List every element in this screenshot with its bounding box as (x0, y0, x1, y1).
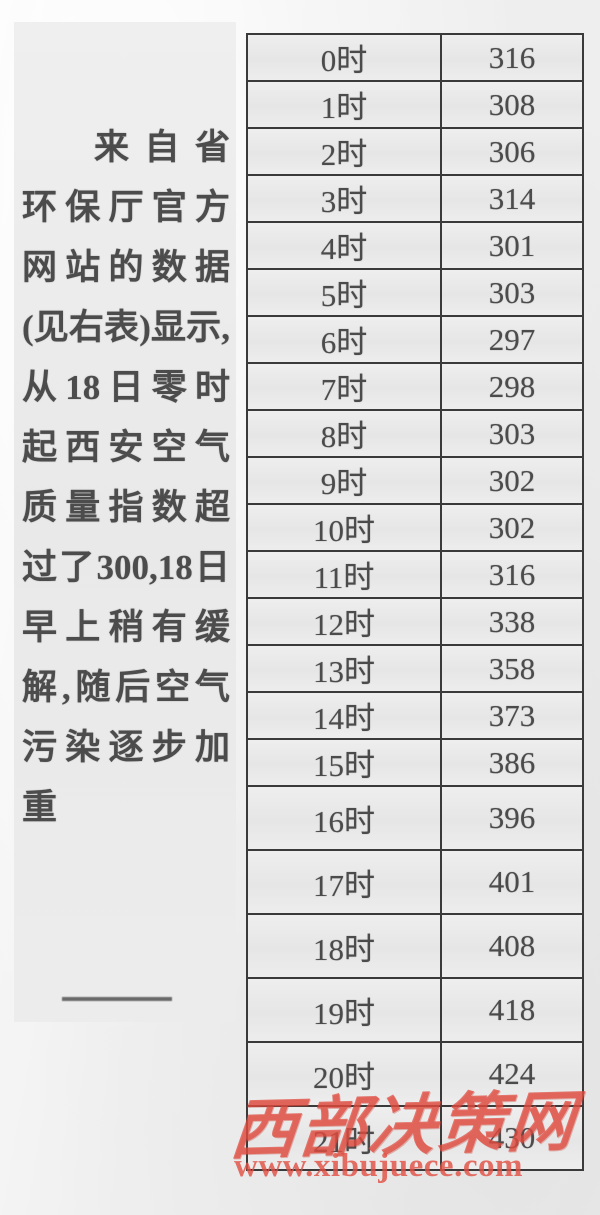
article-paragraph: 来自省环保厅官方网站的数据(见右表)显示,从18日零时起西安空气质量指数超过了3… (22, 128, 230, 827)
table-row: 2时 306 (246, 127, 584, 176)
article-column: 来自省环保厅官方网站的数据(见右表)显示,从18日零时起西安空气质量指数超过了3… (14, 22, 236, 1022)
table-row: 0时 316 (246, 33, 584, 82)
cell-hour: 13时 (246, 644, 442, 693)
cell-aqi-value: 338 (440, 597, 584, 646)
cell-hour: 11时 (246, 550, 442, 599)
cell-aqi-value: 297 (440, 315, 584, 364)
aqi-table-body: 0时 316 1时 308 2时 306 3时 314 4时 301 5时 303 6时 297 7时 298… (246, 33, 584, 1171)
table-row: 21时 430 (246, 1105, 584, 1171)
table-row: 3时 314 (246, 174, 584, 223)
table-row: 12时 338 (246, 597, 584, 646)
cell-aqi-value: 373 (440, 691, 584, 740)
cell-hour: 7时 (246, 362, 442, 411)
cell-hour: 19时 (246, 977, 442, 1043)
table-row: 4时 301 (246, 221, 584, 270)
cell-hour: 12时 (246, 597, 442, 646)
cell-aqi-value: 314 (440, 174, 584, 223)
table-row: 18时 408 (246, 913, 584, 979)
table-row: 1时 308 (246, 80, 584, 129)
article-em-dash (62, 997, 172, 1001)
cell-aqi-value: 316 (440, 550, 584, 599)
cell-aqi-value: 316 (440, 33, 584, 82)
cell-aqi-value: 298 (440, 362, 584, 411)
cell-hour: 20时 (246, 1041, 442, 1107)
cell-aqi-value: 301 (440, 221, 584, 270)
cell-hour: 0时 (246, 33, 442, 82)
cell-aqi-value: 424 (440, 1041, 584, 1107)
cell-aqi-value: 386 (440, 738, 584, 787)
cell-aqi-value: 303 (440, 268, 584, 317)
cell-aqi-value: 303 (440, 409, 584, 458)
table-row: 5时 303 (246, 268, 584, 317)
table-row: 8时 303 (246, 409, 584, 458)
table-row: 10时 302 (246, 503, 584, 552)
cell-hour: 14时 (246, 691, 442, 740)
table-row: 15时 386 (246, 738, 584, 787)
table-row: 9时 302 (246, 456, 584, 505)
cell-aqi-value: 306 (440, 127, 584, 176)
cell-hour: 17时 (246, 849, 442, 915)
cell-hour: 18时 (246, 913, 442, 979)
table-row: 16时 396 (246, 785, 584, 851)
table-row: 13时 358 (246, 644, 584, 693)
cell-aqi-value: 308 (440, 80, 584, 129)
cell-hour: 2时 (246, 127, 442, 176)
cell-aqi-value: 430 (440, 1105, 584, 1171)
cell-aqi-value: 396 (440, 785, 584, 851)
table-row: 17时 401 (246, 849, 584, 915)
table-row: 14时 373 (246, 691, 584, 740)
cell-hour: 15时 (246, 738, 442, 787)
table-row: 6时 297 (246, 315, 584, 364)
table-row: 11时 316 (246, 550, 584, 599)
cell-aqi-value: 401 (440, 849, 584, 915)
aqi-hourly-table: 0时 316 1时 308 2时 306 3时 314 4时 301 5时 303 6时 297 7时 298… (246, 33, 584, 1171)
table-row: 19时 418 (246, 977, 584, 1043)
cell-hour: 4时 (246, 221, 442, 270)
cell-hour: 3时 (246, 174, 442, 223)
cell-hour: 8时 (246, 409, 442, 458)
cell-hour: 6时 (246, 315, 442, 364)
table-row: 20时 424 (246, 1041, 584, 1107)
cell-aqi-value: 408 (440, 913, 584, 979)
table-row: 7时 298 (246, 362, 584, 411)
cell-hour: 5时 (246, 268, 442, 317)
cell-aqi-value: 358 (440, 644, 584, 693)
cell-aqi-value: 418 (440, 977, 584, 1043)
cell-hour: 21时 (246, 1105, 442, 1171)
cell-hour: 10时 (246, 503, 442, 552)
cell-aqi-value: 302 (440, 503, 584, 552)
cell-hour: 16时 (246, 785, 442, 851)
cell-aqi-value: 302 (440, 456, 584, 505)
cell-hour: 9时 (246, 456, 442, 505)
cell-hour: 1时 (246, 80, 442, 129)
